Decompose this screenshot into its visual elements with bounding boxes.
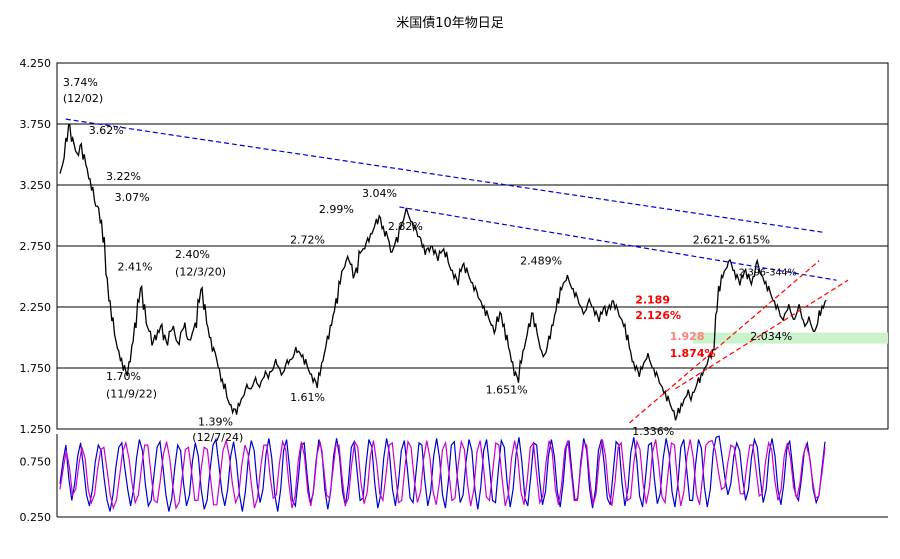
oscillator-line-blue <box>59 435 826 512</box>
annotation-label: 2.82% <box>388 220 423 233</box>
annotation-label: 2.99% <box>319 203 354 216</box>
y-tick-label: 3.750 <box>20 118 52 131</box>
sub-y-tick-label: 0.250 <box>20 511 52 524</box>
annotation-label: 3.04% <box>362 187 397 200</box>
annotation-label: 2.489% <box>520 254 562 267</box>
annotation-label: 2.034% <box>750 330 792 343</box>
price-series-line <box>59 124 827 421</box>
resistance-trendline <box>399 206 837 281</box>
annotation-label: 1.651% <box>486 384 528 397</box>
y-tick-label: 1.750 <box>20 362 52 375</box>
annotation-label: 1.928 <box>670 330 705 343</box>
annotation-label: 2.40% <box>175 248 210 261</box>
chart-title: 米国債10年物日足 <box>396 16 504 31</box>
annotation-label: 1.336% <box>632 425 674 438</box>
annotation-label: 1.874% <box>670 347 716 360</box>
annotation-label: (12/7/24) <box>192 431 243 444</box>
annotation-label: 2.41% <box>118 260 153 273</box>
support-trendline <box>629 260 820 424</box>
annotation-label: 1.70% <box>106 370 141 383</box>
resistance-trendline <box>65 118 826 234</box>
y-tick-label: 3.250 <box>20 179 52 192</box>
annotation-label: 3.62% <box>89 124 124 137</box>
annotation-label: 2.189 <box>635 293 670 306</box>
y-tick-label: 2.750 <box>20 240 52 253</box>
annotation-label: (12/02) <box>63 92 103 105</box>
annotation-label: 2.621-2.615% <box>693 234 770 247</box>
main-panel: 4.250 3.750 3.250 2.750 2.250 1.750 1.250 3.74%… <box>20 57 889 444</box>
support-band <box>692 332 888 344</box>
annotation-label: 2.126% <box>635 309 681 322</box>
annotation-label: 1.61% <box>290 391 325 404</box>
annotation-label: (11/9/22) <box>106 387 157 400</box>
annotation-label: 3.22% <box>106 170 141 183</box>
oscillator-line-magenta <box>59 438 826 511</box>
annotation-label: (12/3/20) <box>175 265 226 278</box>
y-tick-label: 4.250 <box>20 57 52 70</box>
sub-y-tick-label: 0.750 <box>20 456 52 469</box>
y-tick-label: 1.250 <box>20 423 52 436</box>
annotation-label: 3.74% <box>63 76 98 89</box>
annotation-label: 3.07% <box>115 191 150 204</box>
annotation-label: 2.396-344% <box>739 267 797 278</box>
annotation-label: 1.39% <box>198 415 233 428</box>
sub-panel: 0.750 0.250 <box>20 434 888 524</box>
annotation-label: 2.72% <box>290 234 325 247</box>
y-tick-label: 2.250 <box>20 301 52 314</box>
support-trendline <box>675 279 849 390</box>
